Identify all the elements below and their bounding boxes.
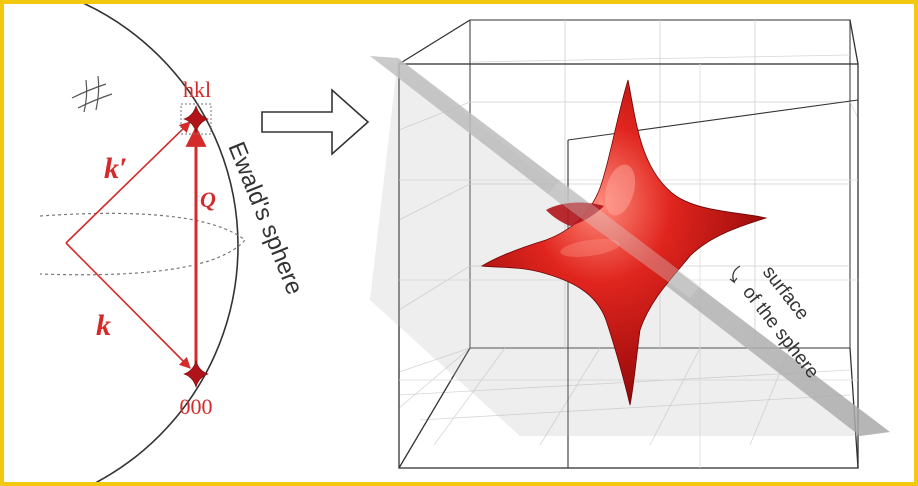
ewald-sphere-diagram: hkl 000 k′ k Q Ewald's sphere [39,4,308,482]
hkl-selection-box [180,103,212,135]
point-000-label: 000 [180,394,213,419]
vector-k-prime-label: k′ [104,152,127,185]
point-hkl-label: hkl [183,77,211,102]
diffraction-spot-shape [480,79,768,406]
vector-k-arrow [65,242,191,369]
ewald-sphere-label: Ewald's sphere [222,138,308,298]
arrow-right-icon [261,88,370,156]
vector-k-prime-arrow [65,121,191,244]
vector-k-label: k [96,309,111,342]
cube-front-face [398,63,859,469]
vector-q-label: Q [200,187,216,212]
star-icon [183,359,209,389]
curved-arrow-icon [729,265,741,284]
star-icon [183,104,209,134]
sheet-overlay [548,180,700,298]
equator-ellipse [39,212,246,276]
hash-mark-icon [71,75,113,113]
